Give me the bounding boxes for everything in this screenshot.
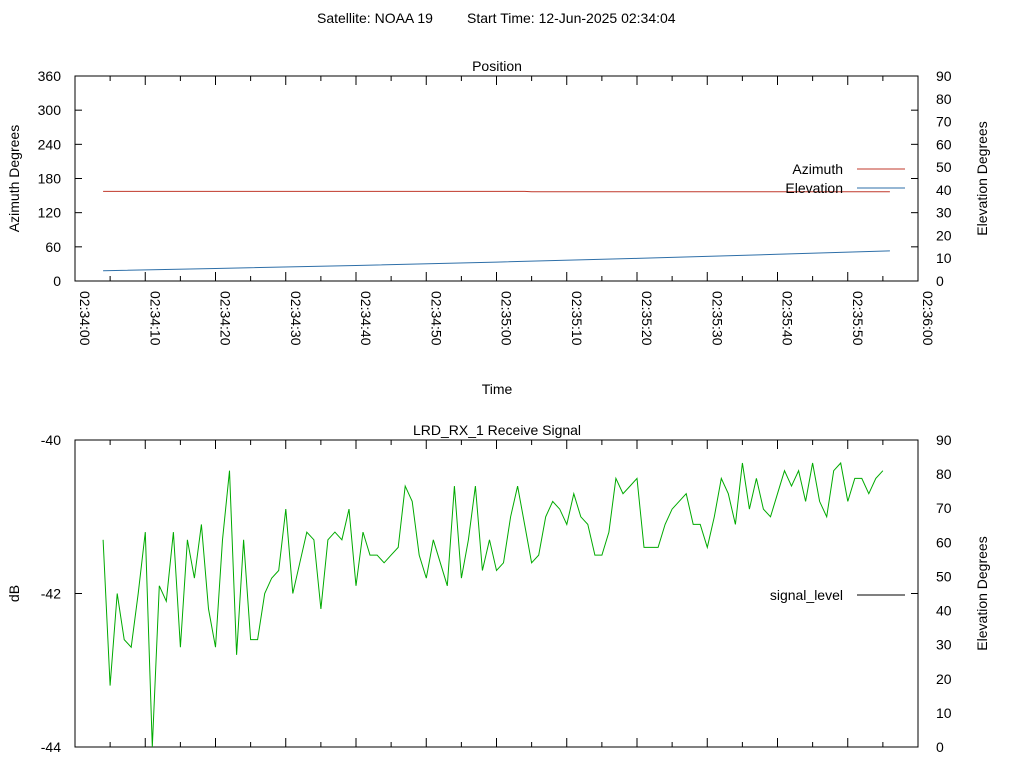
position-x-tick-label: 02:35:00 [499, 291, 515, 346]
signal-chart: LRD_RX_1 Receive Signal dB Elevation Deg… [6, 422, 990, 755]
position-x-tick-label: 02:36:00 [920, 291, 936, 346]
position-y-tick-label: 0 [53, 273, 61, 289]
signal-level-legend-label: signal_level [770, 587, 843, 603]
signal-y2-tick-label: 20 [936, 671, 952, 687]
position-y2-tick-label: 0 [936, 273, 944, 289]
signal-x-ticks [74, 440, 919, 747]
signal-y2-tick-label: 10 [936, 705, 952, 721]
position-x-tick-label: 02:35:10 [569, 291, 585, 346]
position-y-tick-label: 120 [38, 205, 62, 221]
position-y2-tick-label: 10 [936, 250, 952, 266]
position-y-tick-label: 360 [38, 68, 62, 84]
signal-y2-tick-label: 90 [936, 432, 952, 448]
signal-y2-tick-label: 40 [936, 603, 952, 619]
position-y-tick-label: 300 [38, 102, 62, 118]
position-y2-tick-label: 30 [936, 205, 952, 221]
signal-y2-tick-label: 30 [936, 637, 952, 653]
position-x-ticks: 02:34:00 02:34:10 02:34:20 02:34:30 02:34:40… [74, 76, 936, 346]
position-x-tick-label: 02:34:10 [147, 291, 163, 346]
position-x-tick-label: 02:35:40 [780, 291, 796, 346]
position-chart: Position Azimuth Degrees Elevation Degre… [6, 58, 990, 397]
signal-legend: signal_level [770, 587, 905, 603]
position-y2-tick-label: 40 [936, 182, 952, 198]
position-plot-frame [74, 75, 919, 282]
position-y-tick-label: 60 [45, 239, 61, 255]
position-x-tick-label: 02:34:00 [77, 291, 93, 346]
position-x-tick-label: 02:34:50 [428, 291, 444, 346]
position-x-tick-label: 02:35:30 [709, 291, 725, 346]
position-y2-axis-label: Elevation Degrees [974, 121, 990, 235]
signal-chart-title: LRD_RX_1 Receive Signal [413, 422, 581, 438]
position-x-tick-label: 02:34:20 [218, 291, 234, 346]
azimuth-legend-label: Azimuth [792, 161, 843, 177]
signal-y-tick-label: -42 [41, 586, 61, 602]
position-x-tick-label: 02:34:30 [288, 291, 304, 346]
signal-y-tick-label: -40 [41, 432, 61, 448]
position-y2-tick-label: 60 [936, 136, 952, 152]
position-x-axis-label: Time [482, 381, 513, 397]
position-chart-title: Position [472, 58, 522, 74]
signal-y2-tick-label: 0 [936, 739, 944, 755]
position-y2-ticks: 0 10 20 30 40 50 60 70 80 90 [936, 68, 952, 289]
start-time-label: Start Time: 12-Jun-2025 02:34:04 [467, 10, 676, 26]
signal-y2-tick-label: 60 [936, 534, 952, 550]
position-y2-tick-label: 50 [936, 159, 952, 175]
position-y2-tick-label: 70 [936, 114, 952, 130]
signal-y2-axis-label: Elevation Degrees [974, 536, 990, 650]
position-x-tick-label: 02:34:40 [358, 291, 374, 346]
position-y2-tick-label: 80 [936, 91, 952, 107]
signal-y-ticks: -44 -42 -40 [41, 432, 918, 755]
signal-level-series-line [102, 461, 884, 748]
position-y-tick-label: 180 [38, 171, 62, 187]
position-x-tick-label: 02:35:50 [850, 291, 866, 346]
position-x-tick-label: 02:35:20 [639, 291, 655, 346]
signal-y2-tick-label: 70 [936, 500, 952, 516]
signal-y2-tick-label: 50 [936, 568, 952, 584]
position-y-tick-label: 240 [38, 136, 62, 152]
position-series [103, 190, 890, 272]
position-y-ticks: 0 60 120 180 240 300 360 [38, 68, 918, 289]
position-y2-tick-label: 20 [936, 227, 952, 243]
position-legend: Azimuth Elevation [785, 161, 905, 196]
elevation-series-line [103, 250, 890, 272]
satellite-label: Satellite: NOAA 19 [317, 10, 433, 26]
signal-y2-ticks: 0 10 20 30 40 50 60 70 80 90 [936, 432, 952, 755]
signal-y-axis-label: dB [6, 585, 22, 602]
elevation-legend-label: Elevation [785, 180, 843, 196]
signal-y-tick-label: -44 [41, 739, 61, 755]
signal-y2-tick-label: 80 [936, 466, 952, 482]
position-y2-tick-label: 90 [936, 68, 952, 84]
position-y-axis-label: Azimuth Degrees [6, 125, 22, 232]
signal-series [102, 461, 884, 748]
